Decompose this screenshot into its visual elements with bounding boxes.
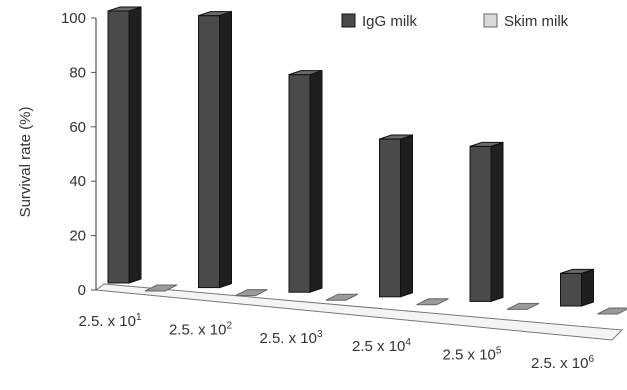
bar-igg-milk — [380, 135, 413, 297]
bar-igg-milk-side — [491, 142, 503, 301]
bar-skim-milk — [507, 303, 539, 309]
bar-igg-milk-front — [199, 16, 220, 288]
bar-skim-milk — [598, 308, 627, 314]
bar-skim-milk-slab — [507, 303, 539, 309]
x-tick-label: 2.5. x 106 — [531, 354, 595, 372]
bar-igg-milk-front — [289, 75, 310, 293]
bar-skim-milk — [326, 294, 358, 300]
legend-label-skim-milk: Skim milk — [504, 13, 569, 30]
x-tick-label: 2.5 x 105 — [443, 346, 502, 364]
x-tick-label: 2.5. x 103 — [259, 329, 323, 347]
bar-skim-milk-slab — [236, 290, 268, 296]
y-axis: 0 20 40 60 80 100 — [61, 10, 96, 299]
bar-skim-milk-slab — [326, 294, 358, 300]
y-tick-label: 60 — [69, 119, 86, 136]
bar-igg-milk-side — [129, 7, 141, 283]
bar-igg-milk-side — [220, 12, 232, 288]
bar-igg-milk — [108, 7, 141, 283]
bar-igg-milk-front — [108, 11, 129, 283]
x-tick-label: 2.5. x 101 — [78, 312, 142, 330]
y-axis-label: Survival rate (%) — [17, 107, 34, 218]
bars — [108, 7, 627, 314]
bar-skim-milk — [236, 290, 268, 296]
bar-igg-milk-side — [582, 269, 594, 306]
y-tick-label: 40 — [69, 173, 86, 190]
y-tick-label: 80 — [69, 64, 86, 81]
bar-igg-milk-front — [470, 146, 491, 301]
y-tick-label: 20 — [69, 228, 86, 245]
bar-skim-milk-slab — [417, 299, 449, 305]
bar-skim-milk — [417, 299, 449, 305]
bar-igg-milk — [199, 12, 232, 288]
bar-igg-milk — [561, 269, 594, 306]
bar-igg-milk — [470, 142, 503, 301]
bar-igg-milk-front — [561, 273, 582, 306]
bar-igg-milk-side — [401, 135, 413, 297]
legend-label-igg-milk: IgG milk — [362, 13, 418, 30]
legend-swatch-skim-milk — [484, 14, 497, 27]
legend-swatch-igg-milk — [342, 14, 355, 27]
x-tick-label: 2.5. x 102 — [169, 320, 233, 338]
x-tick-label: 2.5 x 104 — [352, 337, 411, 355]
y-tick-label: 0 — [78, 282, 86, 299]
legend: IgG milk Skim milk — [342, 13, 569, 30]
bar-skim-milk-slab — [598, 308, 627, 314]
bar-igg-milk — [289, 71, 322, 293]
y-tick-label: 100 — [61, 10, 86, 27]
bar-igg-milk-front — [380, 139, 401, 297]
bar-igg-milk-side — [310, 71, 322, 293]
